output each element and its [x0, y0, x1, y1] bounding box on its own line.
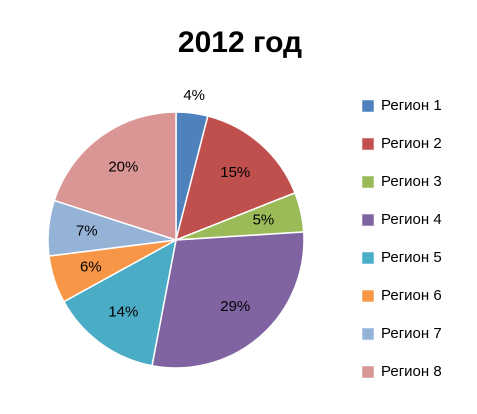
data-label: 4%: [183, 87, 205, 104]
data-label: 29%: [220, 298, 250, 315]
legend-swatch: [361, 289, 375, 303]
data-label: 20%: [108, 158, 138, 175]
legend-swatch: [361, 213, 375, 227]
data-label: 5%: [253, 211, 275, 228]
pie-slice: [62, 238, 178, 367]
legend-swatch: [361, 99, 375, 113]
legend-swatch: [361, 251, 375, 265]
legend-label: Регион 1: [381, 97, 442, 114]
legend-label: Регион 7: [381, 325, 442, 342]
legend-label: Регион 5: [381, 249, 442, 266]
legend-label: Регион 6: [381, 287, 442, 304]
legend-swatch: [361, 365, 375, 379]
legend-label: Регион 2: [381, 135, 442, 152]
chart-title: 2012 год: [178, 26, 302, 59]
data-label: 14%: [108, 303, 138, 320]
legend-label: Регион 4: [381, 211, 442, 228]
data-label: 7%: [76, 223, 98, 240]
legend-swatch: [361, 137, 375, 151]
data-label: 6%: [80, 259, 102, 276]
pie-slice: [174, 115, 296, 242]
legend-swatch: [361, 327, 375, 341]
legend-swatch: [361, 175, 375, 189]
legend-label: Регион 3: [381, 173, 442, 190]
data-label: 15%: [220, 164, 250, 181]
pie-slice: [151, 231, 305, 369]
legend-label: Регион 8: [381, 363, 442, 380]
pie-slice: [53, 111, 177, 242]
